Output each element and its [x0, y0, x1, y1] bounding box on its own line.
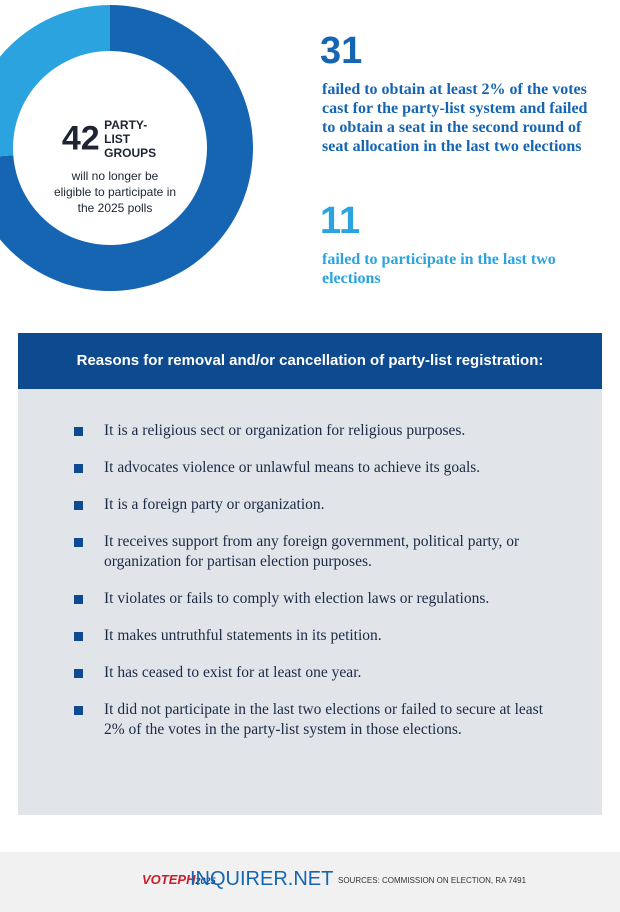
bullet — [74, 427, 83, 436]
reason-item: It advocates violence or unlawful means … — [74, 458, 544, 478]
center-label: PARTY-LIST GROUPS — [104, 118, 157, 160]
reasons-box: It is a religious sect or organization f… — [18, 389, 602, 815]
reason-text: It is a foreign party or organization. — [104, 496, 325, 513]
bullet — [74, 595, 83, 604]
sources: SOURCES: COMMISSION ON ELECTION, RA 7491 — [338, 876, 527, 885]
reason-text: It makes untruthful statements in its pe… — [104, 627, 382, 644]
center-note: will no longer be eligible to participat… — [53, 169, 177, 215]
reason-text: It has ceased to exist for at least one … — [104, 664, 362, 681]
logo-text: VOTEPH — [142, 872, 196, 887]
reason-item: It is a foreign party or organization. — [74, 495, 544, 515]
stat-number: 31 — [320, 30, 363, 72]
reason-text: It violates or fails to comply with elec… — [104, 590, 490, 607]
reason-item: It makes untruthful statements in its pe… — [74, 626, 544, 646]
bullet — [74, 501, 83, 510]
reasons-title: Reasons for removal and/or cancellation … — [18, 333, 602, 389]
bullet — [74, 706, 83, 715]
center-value: 42 — [61, 119, 100, 158]
donut-slice — [0, 5, 110, 157]
reason-text: It is a religious sect or organization f… — [104, 422, 466, 439]
footer: VOTEPH2025 INQUIRER.NET SOURCES: COMMISS… — [0, 852, 620, 912]
donut-chart — [0, 5, 253, 291]
logo: VOTEPH2025 — [142, 872, 216, 887]
reason-item: It did not participate in the last two e… — [74, 700, 544, 740]
reason-item: It is a religious sect or organization f… — [74, 421, 544, 441]
logo-year: 2025 — [195, 876, 216, 886]
bullet — [74, 632, 83, 641]
stat-number: 11 — [320, 200, 361, 242]
reason-text: It advocates violence or unlawful means … — [104, 459, 481, 476]
reason-item: It has ceased to exist for at least one … — [74, 663, 544, 683]
bullet — [74, 464, 83, 473]
stat-desc: failed to obtain at least 2% of the vote… — [322, 81, 588, 155]
reasons-list: It is a religious sect or organization f… — [74, 421, 544, 757]
donut-center: 42 PARTY-LIST GROUPS will no longer be e… — [40, 118, 190, 216]
donut-slice — [0, 5, 253, 291]
reason-item: It receives support from any foreign gov… — [74, 532, 544, 572]
stat-desc: failed to participate in the last two el… — [322, 251, 556, 287]
bullet — [74, 669, 83, 678]
bullet — [74, 538, 83, 547]
reason-text: It did not participate in the last two e… — [104, 701, 544, 738]
site-name: INQUIRER.NET — [190, 868, 334, 890]
reason-item: It violates or fails to comply with elec… — [74, 589, 544, 609]
reason-text: It receives support from any foreign gov… — [104, 533, 520, 570]
